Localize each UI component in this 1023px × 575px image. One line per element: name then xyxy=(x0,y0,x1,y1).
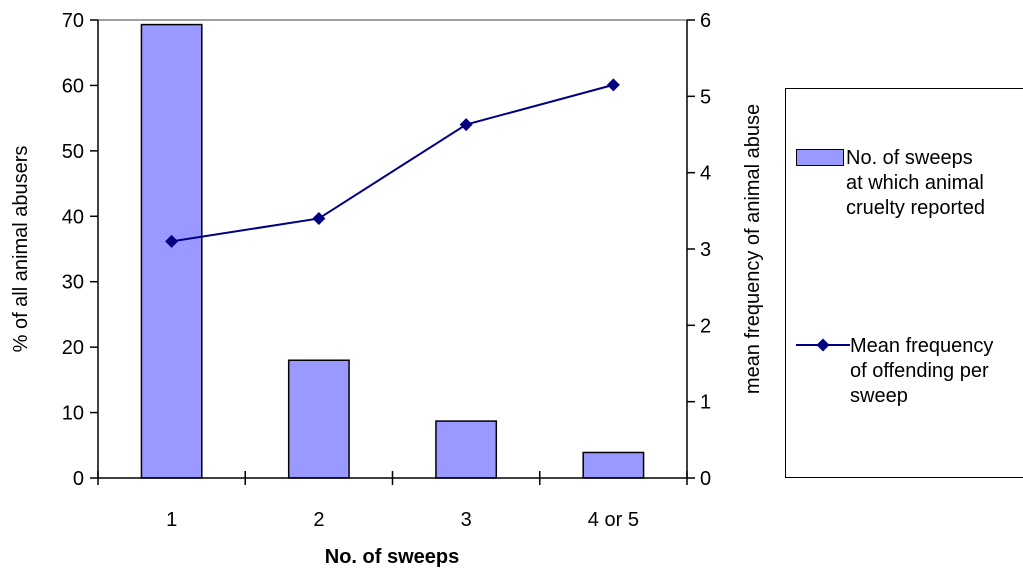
line-point-2 xyxy=(312,211,326,225)
left-tick-label: 20 xyxy=(62,337,84,359)
right-axis-ticks: 0 1 2 3 4 5 6 xyxy=(687,10,711,490)
right-tick-label: 0 xyxy=(700,468,711,490)
legend-line-label: Mean frequency of offending per sweep xyxy=(850,335,994,407)
right-tick-label: 1 xyxy=(700,392,711,414)
right-tick-label: 5 xyxy=(700,86,711,108)
right-tick-label: 4 xyxy=(700,163,711,185)
line-point-3 xyxy=(459,118,473,132)
right-tick-label: 3 xyxy=(700,239,711,261)
line-series xyxy=(165,78,620,248)
left-axis-title: % of all animal abusers xyxy=(10,146,32,353)
left-tick-label: 30 xyxy=(62,272,84,294)
legend-line-swatch xyxy=(796,338,850,352)
line-point-4 xyxy=(606,78,620,92)
x-tick-label: 4 or 5 xyxy=(588,509,639,531)
left-tick-label: 60 xyxy=(62,75,84,97)
bar-series xyxy=(140,23,645,479)
x-axis-ticks: 1 2 3 4 or 5 xyxy=(97,471,688,531)
x-axis-title: No. of sweeps xyxy=(325,546,459,568)
bar-2 xyxy=(287,359,350,479)
left-tick-label: 0 xyxy=(73,468,84,490)
legend-line-marker xyxy=(816,338,830,352)
line-path xyxy=(171,83,614,243)
left-tick-label: 10 xyxy=(62,403,84,425)
bar-1 xyxy=(140,23,203,479)
right-axis-title: mean frequency of animal abuse xyxy=(742,104,764,394)
bar-3 xyxy=(435,420,498,479)
x-tick-label: 2 xyxy=(313,509,324,531)
line-point-1 xyxy=(165,234,179,248)
legend-bar-swatch xyxy=(796,149,844,166)
left-tick-label: 40 xyxy=(62,206,84,228)
right-tick-label: 2 xyxy=(700,315,711,337)
left-axis-ticks: 0 10 20 30 40 50 60 70 xyxy=(62,10,98,490)
legend-entry-bars: No. of sweeps at which animal cruelty re… xyxy=(796,146,985,221)
x-tick-label: 1 xyxy=(166,509,177,531)
right-tick-label: 6 xyxy=(700,10,711,32)
x-tick-label: 3 xyxy=(461,509,472,531)
legend-bar-label: No. of sweeps at which animal cruelty re… xyxy=(846,147,985,219)
left-tick-label: 70 xyxy=(62,10,84,32)
legend-entry-line: Mean frequency of offending per sweep xyxy=(796,334,993,409)
bar-4 xyxy=(582,451,645,479)
legend: No. of sweeps at which animal cruelty re… xyxy=(785,88,1023,478)
left-tick-label: 50 xyxy=(62,141,84,163)
